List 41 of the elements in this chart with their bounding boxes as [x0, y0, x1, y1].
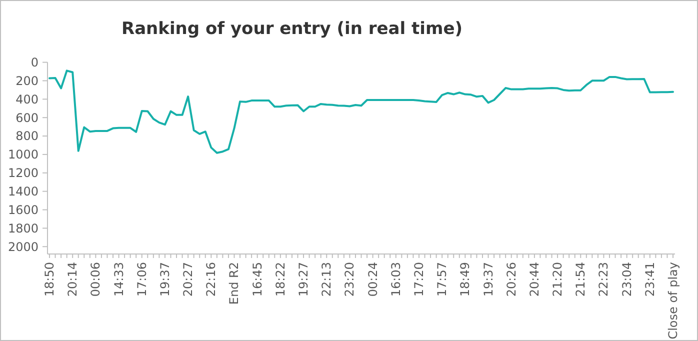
x-tick-label: 22:13	[320, 262, 334, 297]
x-tick-label: 19:27	[296, 262, 311, 297]
y-tick-label: 200	[16, 74, 38, 88]
x-tick-label: 18:22	[273, 262, 288, 297]
y-tick-label: 1200	[8, 166, 38, 180]
chart-title: Ranking of your entry (in real time)	[121, 19, 463, 39]
x-tick-label: 16:45	[250, 262, 264, 297]
y-tick-label: 800	[16, 129, 38, 144]
x-tick-label: 19:37	[481, 262, 496, 297]
line-series	[48, 70, 674, 154]
x-tick-label: 20:44	[527, 262, 542, 297]
x-tick-label: End R2	[227, 262, 242, 305]
y-tick-label: 600	[16, 110, 38, 125]
y-tick-label: 400	[16, 92, 38, 106]
y-tick-label: 1000	[8, 148, 38, 162]
x-tick-label: Close of play	[666, 262, 680, 340]
x-tick-label: 20:27	[181, 262, 196, 297]
y-tick-label: 0	[30, 56, 38, 70]
x-tick-label: 21:54	[574, 262, 588, 297]
x-tick-label: 00:24	[366, 262, 380, 297]
x-tick-label: 18:50	[42, 262, 56, 297]
y-tick-label: 2000	[8, 240, 38, 254]
x-tick-label: 16:03	[388, 262, 403, 297]
x-tick-label: 18:49	[458, 262, 472, 297]
x-tick-label: 20:14	[66, 262, 80, 297]
x-tick-label: 17:06	[134, 262, 149, 297]
x-tick-label: 19:37	[158, 262, 172, 297]
x-tick-label: 23:20	[342, 262, 357, 297]
x-tick-label: 21:20	[550, 262, 565, 297]
x-tick-label: 22:16	[204, 262, 218, 297]
x-tick-label: 00:06	[88, 262, 103, 297]
x-tick-label: 14:33	[112, 262, 126, 297]
y-tick-label: 1800	[8, 221, 38, 236]
x-tick-label: 22:23	[596, 262, 611, 297]
x-tick-label: 17:20	[412, 262, 426, 297]
y-tick-label: 1400	[8, 184, 38, 199]
y-tick-label: 1600	[8, 202, 38, 217]
x-tick-label: 23:41	[642, 262, 657, 297]
x-tick-label: 23:04	[620, 262, 634, 297]
x-tick-label: 20:26	[504, 262, 518, 297]
x-tick-label: 17:57	[435, 262, 450, 297]
